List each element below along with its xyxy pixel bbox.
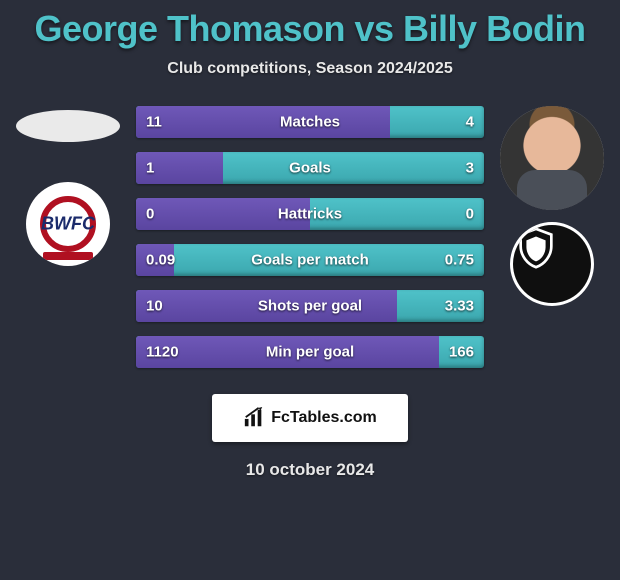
stat-row: 114Matches [136,106,484,138]
brand-text: FcTables.com [271,409,377,427]
stat-row: 103.33Shots per goal [136,290,484,322]
left-club-text: BWFC [41,214,95,235]
page-title: George Thomason vs Billy Bodin [0,0,620,50]
stat-label: Matches [136,114,484,131]
right-club-badge [510,222,594,306]
stat-label: Shots per goal [136,298,484,315]
stat-label: Min per goal [136,344,484,361]
right-player-column [492,106,612,306]
stat-row: 0.090.75Goals per match [136,244,484,276]
stats-icon [243,407,265,429]
left-player-avatar [16,110,120,142]
footer-date: 10 october 2024 [0,460,620,480]
left-player-column: BWFC [8,106,128,266]
right-player-avatar [500,106,604,210]
shield-icon [513,225,559,271]
stat-bars: 114Matches 13Goals 00Hattricks 0.090.75Goal… [136,106,484,382]
stat-row: 13Goals [136,152,484,184]
stat-row: 1120166Min per goal [136,336,484,368]
left-club-badge: BWFC [26,182,110,266]
stat-label: Goals [136,160,484,177]
page-subtitle: Club competitions, Season 2024/2025 [0,60,620,78]
stat-label: Hattricks [136,206,484,223]
comparison-area: BWFC 114Matches 13Goals 00Hattricks 0.090.7… [0,106,620,386]
stat-label: Goals per match [136,252,484,269]
brand-badge: FcTables.com [212,394,408,442]
stat-row: 00Hattricks [136,198,484,230]
